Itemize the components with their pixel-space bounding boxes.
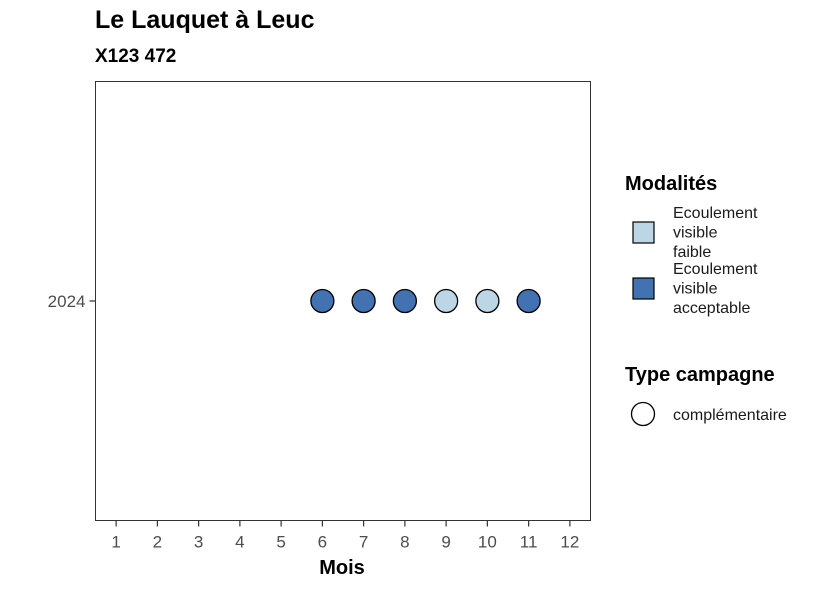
data-points (310, 288, 541, 314)
x-tick-label: 10 (478, 533, 497, 552)
legend-modalite-label: faible (673, 244, 711, 261)
legend-modalites-title: Modalités (625, 173, 717, 195)
legend-modalite-label: visible (673, 281, 718, 298)
x-tick-label: 6 (318, 533, 327, 552)
legend-modalite-label: Ecoulement (673, 261, 758, 278)
x-tick-label: 8 (400, 533, 409, 552)
x-tick-label: 2 (153, 533, 162, 552)
legend-modalites: Modalités EcoulementvisiblefaibleEcoulem… (625, 173, 758, 317)
x-tick-label: 4 (235, 533, 244, 552)
x-tick-label: 12 (560, 533, 579, 552)
plot-panel (95, 81, 591, 521)
x-axis: 1 2 3 4 5 6 7 8 9 10 11 12 (111, 520, 579, 552)
chart-title: Le Lauquet à Leuc (95, 6, 315, 34)
x-tick-label: 7 (359, 533, 368, 552)
legend-type-key (630, 401, 656, 427)
data-point (516, 288, 541, 314)
data-point (351, 288, 376, 314)
legend-modalite-label: Ecoulement (673, 205, 758, 222)
data-point (475, 288, 500, 314)
legend-modalite-label: acceptable (673, 300, 750, 317)
y-axis: 2024 (48, 292, 96, 311)
y-tick-label: 2024 (48, 292, 86, 311)
legend-type-campagne: Type campagne complémentaire (625, 364, 787, 427)
x-tick-label: 1 (111, 533, 120, 552)
data-point (310, 288, 335, 314)
x-tick-label: 9 (441, 533, 450, 552)
legend-type-label: complémentaire (673, 407, 787, 424)
chart-subtitle: X123 472 (95, 46, 177, 67)
legend-modalite-key (632, 221, 655, 244)
x-tick-label: 11 (520, 533, 538, 552)
legend-type-campagne-title: Type campagne (625, 364, 775, 386)
legend-modalite-key (632, 277, 655, 300)
data-point (392, 288, 418, 314)
x-tick-label: 5 (276, 533, 285, 552)
legend-modalite-label: visible (673, 225, 718, 242)
x-axis-title: Mois (319, 557, 365, 579)
x-tick-label: 3 (194, 533, 203, 552)
data-point (433, 288, 459, 314)
